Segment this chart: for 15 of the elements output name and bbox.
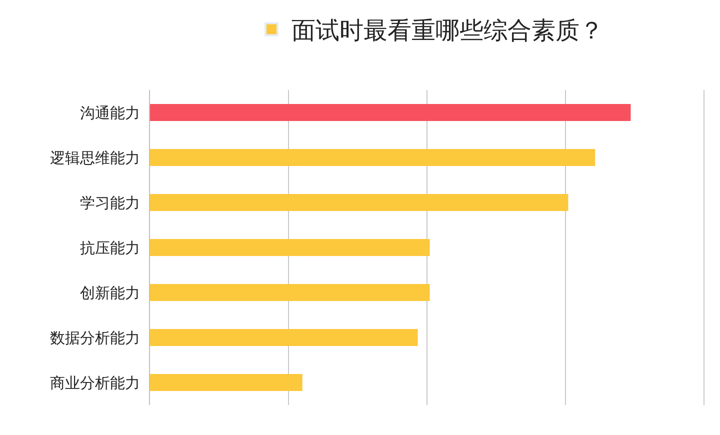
bar <box>150 194 568 212</box>
y-tick-label: 商业分析能力 <box>50 374 140 392</box>
bar <box>150 104 631 122</box>
bar <box>150 148 596 166</box>
y-tick-label: 逻辑思维能力 <box>50 148 140 167</box>
legend-label: 面试时最看重哪些综合素质？ <box>292 16 604 45</box>
y-tick-label: 沟通能力 <box>80 104 140 122</box>
y-tick-label: 数据分析能力 <box>50 328 140 347</box>
y-tick-label: 学习能力 <box>80 194 140 212</box>
bar <box>150 238 430 256</box>
bar <box>150 374 302 392</box>
y-tick-label: 创新能力 <box>80 284 140 302</box>
y-tick-label: 抗压能力 <box>80 238 140 257</box>
bar <box>150 284 430 302</box>
bar <box>150 328 418 346</box>
